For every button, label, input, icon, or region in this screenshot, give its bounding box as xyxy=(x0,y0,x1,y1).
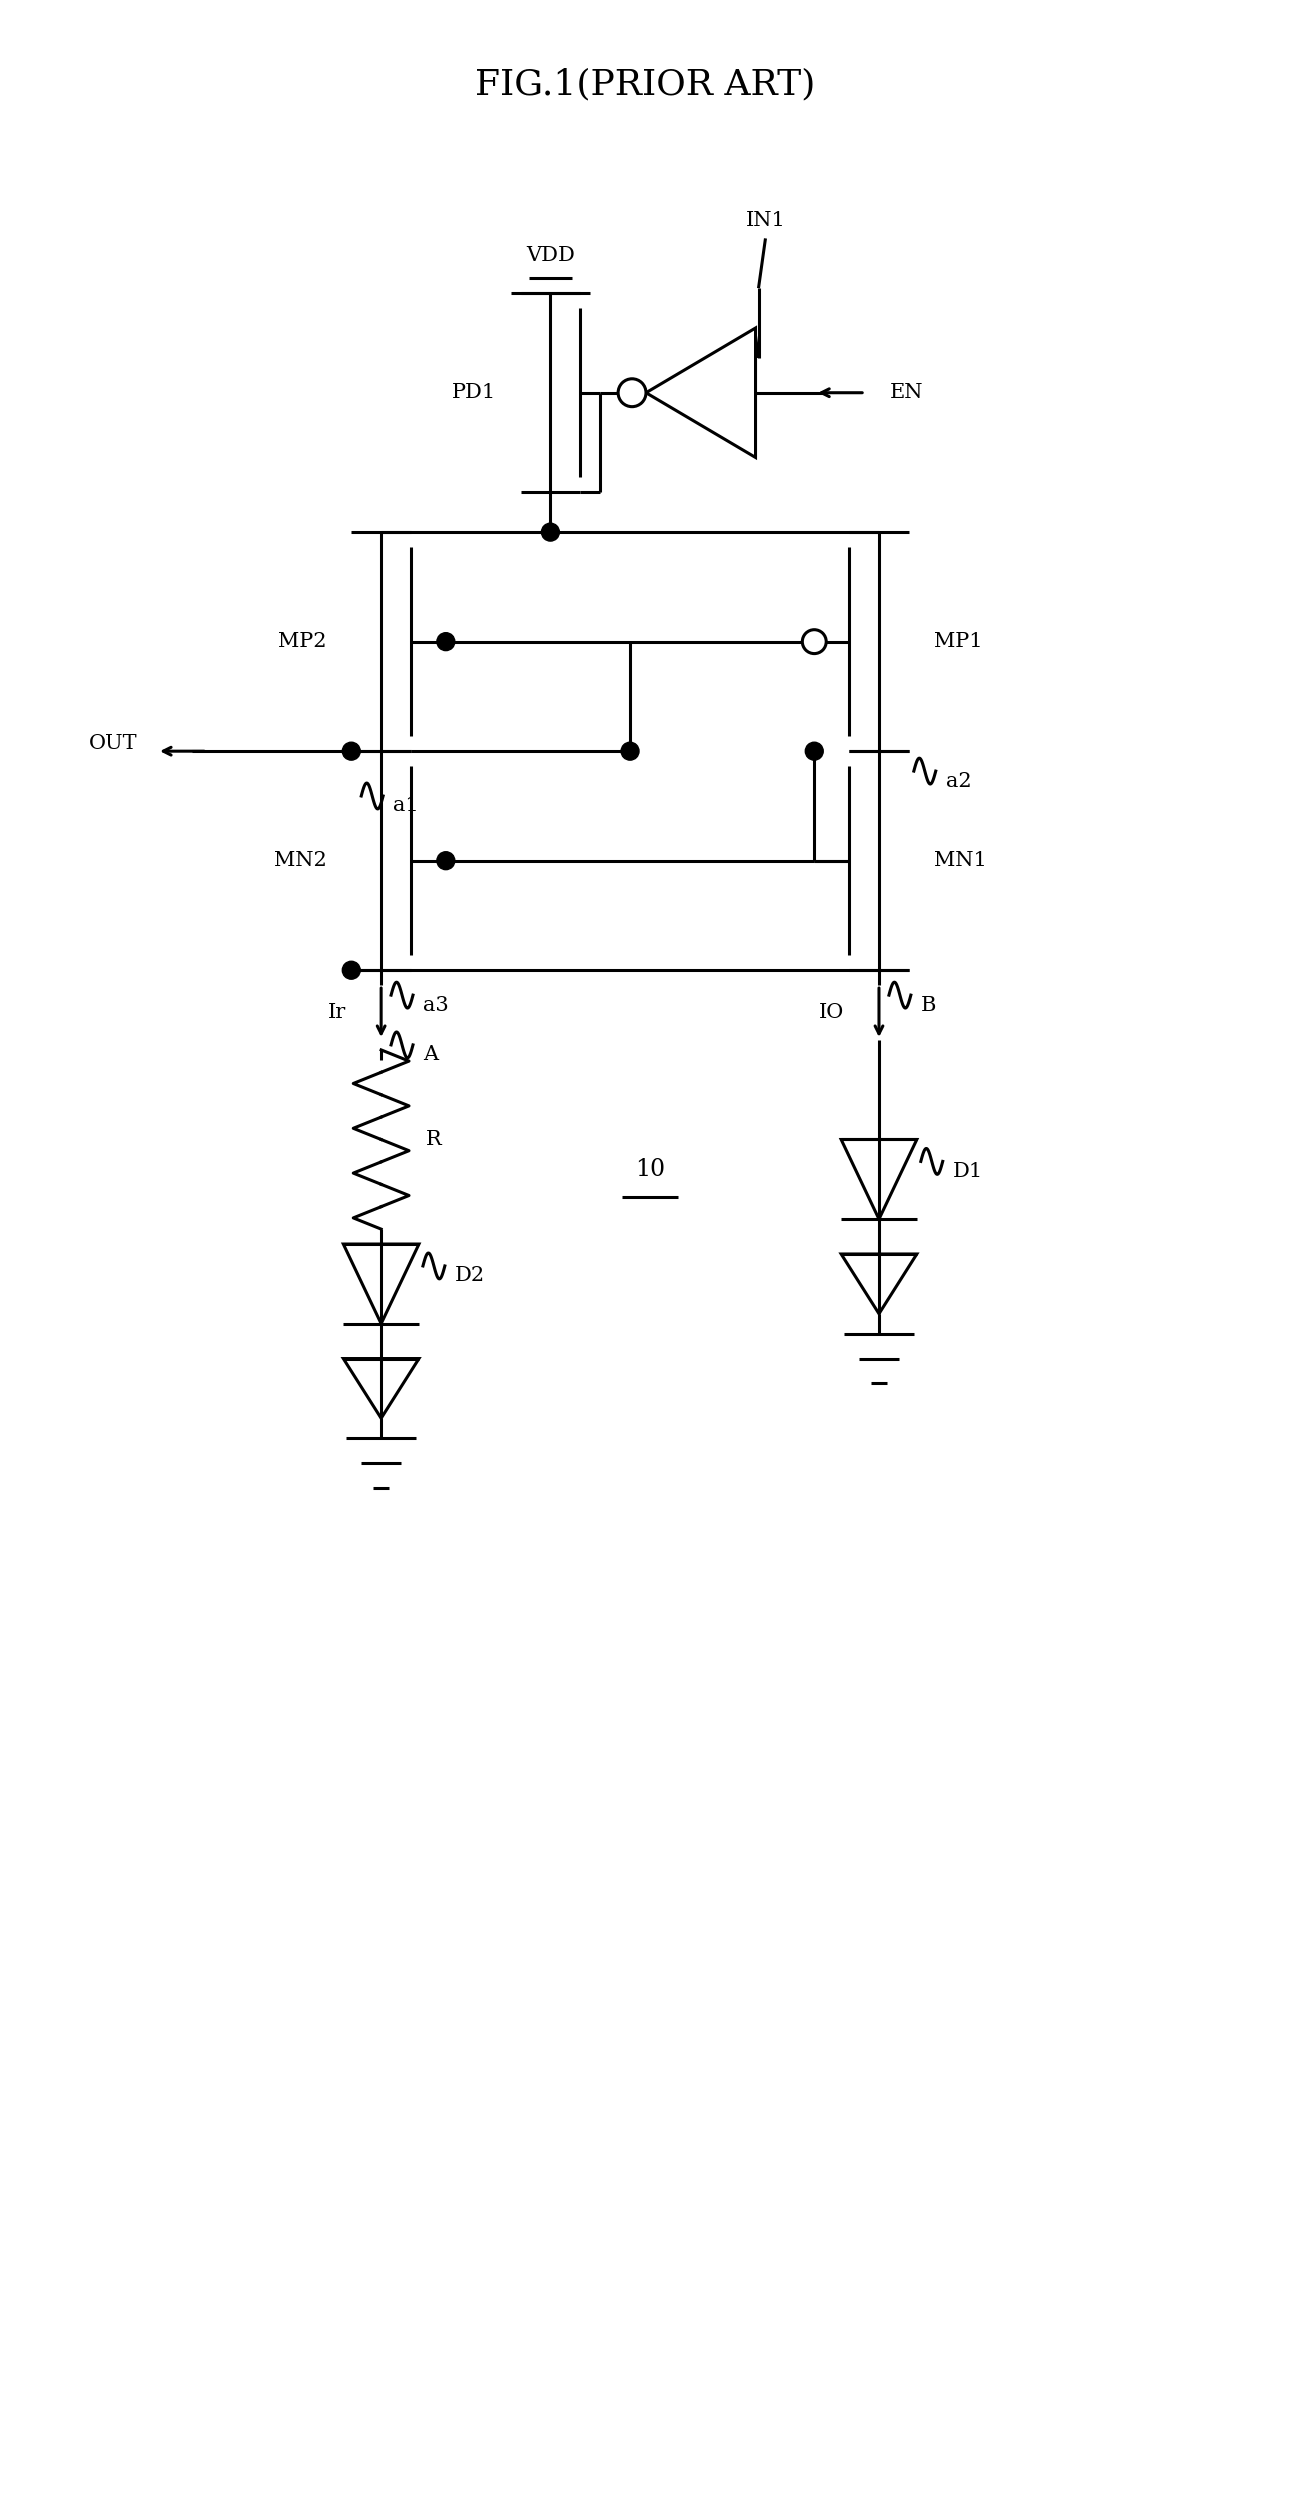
Text: IN1: IN1 xyxy=(746,211,786,231)
Text: a3: a3 xyxy=(423,996,449,1014)
Text: R: R xyxy=(426,1129,441,1149)
Circle shape xyxy=(542,524,560,542)
Circle shape xyxy=(620,743,639,760)
Text: MN2: MN2 xyxy=(273,851,326,871)
Text: a1: a1 xyxy=(393,795,419,815)
Circle shape xyxy=(437,632,455,650)
Text: VDD: VDD xyxy=(526,246,575,266)
Text: OUT: OUT xyxy=(89,733,137,753)
Text: MN1: MN1 xyxy=(934,851,987,871)
Text: Ir: Ir xyxy=(328,1004,346,1021)
Text: MP1: MP1 xyxy=(934,632,983,652)
Circle shape xyxy=(618,379,646,406)
Text: D2: D2 xyxy=(455,1267,485,1285)
Circle shape xyxy=(437,851,455,871)
Text: FIG.1(PRIOR ART): FIG.1(PRIOR ART) xyxy=(475,68,815,100)
Text: 10: 10 xyxy=(635,1157,666,1182)
Text: PD1: PD1 xyxy=(451,384,495,401)
Circle shape xyxy=(342,743,360,760)
Circle shape xyxy=(805,743,823,760)
Text: EN: EN xyxy=(890,384,924,401)
Text: D1: D1 xyxy=(953,1162,983,1182)
Circle shape xyxy=(802,630,826,655)
Text: MP2: MP2 xyxy=(277,632,326,652)
Text: a2: a2 xyxy=(946,773,971,790)
Circle shape xyxy=(342,961,360,979)
Text: A: A xyxy=(423,1046,439,1064)
Text: B: B xyxy=(921,996,937,1014)
Text: IO: IO xyxy=(819,1004,844,1021)
